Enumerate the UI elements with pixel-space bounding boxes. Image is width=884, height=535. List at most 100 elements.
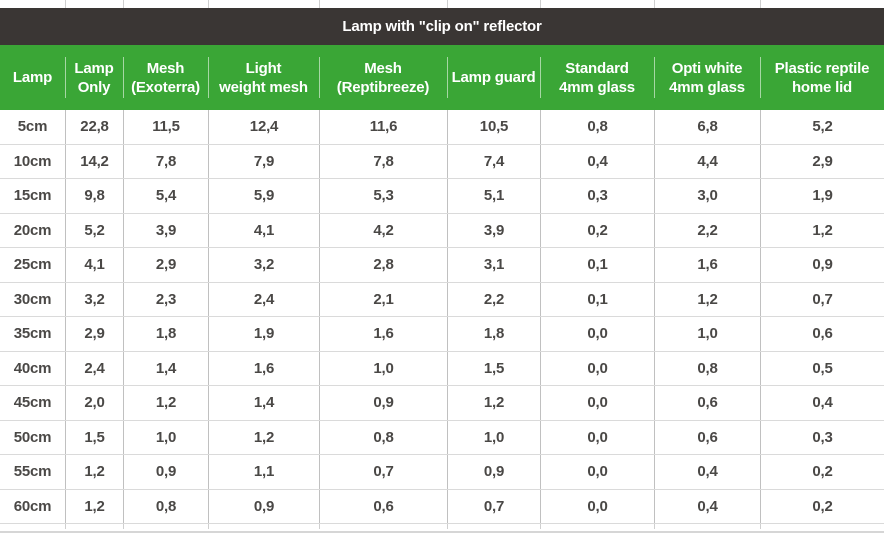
table-cell: 0,6 xyxy=(319,489,447,523)
table-cell: 7,9 xyxy=(208,144,319,178)
table-row: 10cm 14,2 7,8 7,9 7,8 7,4 0,4 4,4 2,9 xyxy=(0,144,884,179)
table-cell: 0,5 xyxy=(760,351,884,385)
table-cell: 0,3 xyxy=(540,179,654,213)
table-row: 25cm 4,1 2,9 3,2 2,8 3,1 0,1 1,6 0,9 xyxy=(0,248,884,283)
table-cell: 0,0 xyxy=(540,489,654,523)
column-border-stub xyxy=(123,524,124,529)
table-cell: 4,1 xyxy=(208,213,319,247)
table-cell: 2,0 xyxy=(65,386,123,420)
table-cell: 2,8 xyxy=(319,248,447,282)
column-border-stub xyxy=(447,524,448,529)
table-cell: 10,5 xyxy=(447,110,540,144)
column-header: Lamp xyxy=(12,69,53,86)
table-cell: 1,8 xyxy=(123,317,208,351)
row-label: 15cm xyxy=(13,187,52,205)
table-cell: 1,5 xyxy=(447,351,540,385)
table-cell: 5,3 xyxy=(319,179,447,213)
table-cell: 12,4 xyxy=(208,110,319,144)
table-row: 30cm 3,2 2,3 2,4 2,1 2,2 0,1 1,2 0,7 xyxy=(0,282,884,317)
table-cell: 1,1 xyxy=(208,455,319,489)
column-header: Standard 4mm glass xyxy=(540,45,654,110)
table-title: Lamp with "clip on" reflector xyxy=(342,18,542,35)
table-cell: 0,0 xyxy=(540,386,654,420)
table-cell: 7,4 xyxy=(447,144,540,178)
table-cell: 5,1 xyxy=(447,179,540,213)
table-cell: 2,9 xyxy=(760,144,884,178)
row-label: 45cm xyxy=(13,394,52,412)
table-row: 40cm 2,4 1,4 1,6 1,0 1,5 0,0 0,8 0,5 xyxy=(0,351,884,386)
table-cell: 2,4 xyxy=(208,282,319,316)
column-header: Lamp guard xyxy=(447,45,540,110)
table-cell: 0,2 xyxy=(760,455,884,489)
table-cell: 3,0 xyxy=(654,179,760,213)
table-cell: 0,9 xyxy=(760,248,884,282)
column-border-stub xyxy=(123,0,124,8)
table-cell: 0,8 xyxy=(123,489,208,523)
table-cell: 0,0 xyxy=(540,317,654,351)
table-cell: 1,2 xyxy=(760,213,884,247)
table-cell: 3,2 xyxy=(65,282,123,316)
table-cell: 1,0 xyxy=(319,351,447,385)
table-cell: 3,2 xyxy=(208,248,319,282)
table-cell: 4,1 xyxy=(65,248,123,282)
table-cell: 14,2 xyxy=(65,144,123,178)
table-cell: 1,2 xyxy=(65,455,123,489)
table-cell: 4,2 xyxy=(319,213,447,247)
table-cell: 1,0 xyxy=(123,420,208,454)
table-cell: 1,8 xyxy=(447,317,540,351)
table-row: 55cm 1,2 0,9 1,1 0,7 0,9 0,0 0,4 0,2 xyxy=(0,455,884,490)
table-cell: 22,8 xyxy=(65,110,123,144)
column-header-row: Lamp Lamp Only Mesh (Exoterra) Light weight… xyxy=(0,45,884,110)
table-row: 20cm 5,2 3,9 4,1 4,2 3,9 0,2 2,2 1,2 xyxy=(0,213,884,248)
table-cell: 1,9 xyxy=(760,179,884,213)
table-cell: 1,5 xyxy=(65,420,123,454)
table-cell: 0,7 xyxy=(760,282,884,316)
table-cell: 1,2 xyxy=(447,386,540,420)
table-cell: 0,1 xyxy=(540,248,654,282)
table-cell: 3,1 xyxy=(447,248,540,282)
column-border-stub xyxy=(760,0,761,8)
table-cell: 6,8 xyxy=(654,110,760,144)
table-cell: 4,4 xyxy=(654,144,760,178)
column-header: Mesh (Reptibreeze) xyxy=(319,45,447,110)
table-cell: 11,5 xyxy=(123,110,208,144)
table-cell: 1,6 xyxy=(208,351,319,385)
row-label: 10cm xyxy=(13,152,52,170)
table-cell: 9,8 xyxy=(65,179,123,213)
table-cell: 1,2 xyxy=(123,386,208,420)
column-header: Lamp Only xyxy=(65,45,123,110)
table-cell: 3,9 xyxy=(123,213,208,247)
table-row: 50cm 1,5 1,0 1,2 0,8 1,0 0,0 0,6 0,3 xyxy=(0,420,884,455)
table-row: 45cm 2,0 1,2 1,4 0,9 1,2 0,0 0,6 0,4 xyxy=(0,386,884,421)
table-cell: 5,9 xyxy=(208,179,319,213)
column-border-stub xyxy=(447,0,448,8)
table-cell: 0,6 xyxy=(654,386,760,420)
row-label: 55cm xyxy=(13,463,52,481)
table-cell: 0,7 xyxy=(447,489,540,523)
table-cell: 0,2 xyxy=(760,489,884,523)
column-border-stub xyxy=(319,0,320,8)
column-header: Mesh (Exoterra) xyxy=(123,45,208,110)
table-row: 5cm 22,8 11,5 12,4 11,6 10,5 0,8 6,8 5,2 xyxy=(0,110,884,145)
column-border-stub xyxy=(319,524,320,529)
row-label: 40cm xyxy=(13,359,52,377)
table-cell: 1,6 xyxy=(654,248,760,282)
table-cell: 0,8 xyxy=(654,351,760,385)
table-cell: 2,9 xyxy=(65,317,123,351)
table-cell: 0,9 xyxy=(319,386,447,420)
row-label: 35cm xyxy=(13,325,52,343)
table-cell: 0,7 xyxy=(319,455,447,489)
bottom-crop-rule xyxy=(0,531,884,533)
table-cell: 1,2 xyxy=(65,489,123,523)
table-cell: 0,4 xyxy=(540,144,654,178)
table-cell: 0,9 xyxy=(123,455,208,489)
table-cell: 1,4 xyxy=(123,351,208,385)
column-header: Plastic reptile home lid xyxy=(760,45,884,110)
row-label: 20cm xyxy=(13,221,52,239)
table-cell: 5,2 xyxy=(65,213,123,247)
table-cell: 2,3 xyxy=(123,282,208,316)
table-cell: 5,4 xyxy=(123,179,208,213)
table-cell: 1,2 xyxy=(654,282,760,316)
table-cell: 0,2 xyxy=(540,213,654,247)
table-cell: 1,0 xyxy=(447,420,540,454)
